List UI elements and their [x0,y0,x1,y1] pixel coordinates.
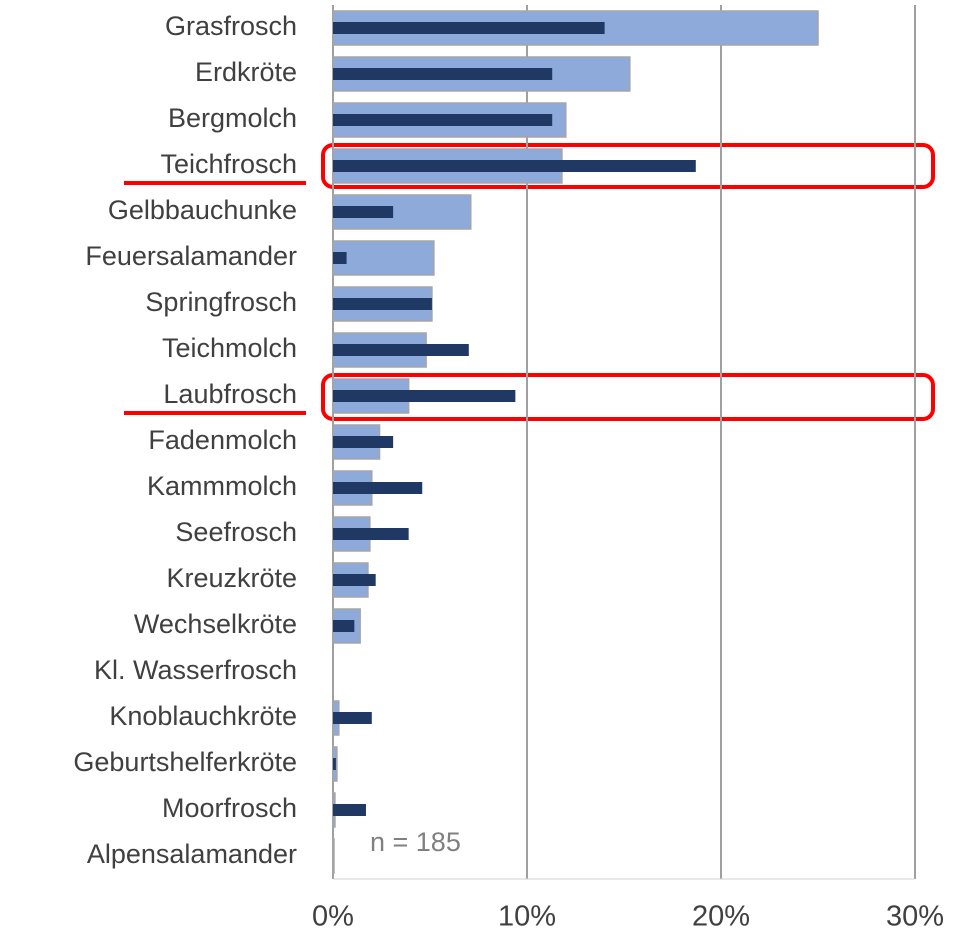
y-tick-label: Knoblauchkröte [109,701,297,731]
bar [332,838,335,874]
y-tick-label: Gelbbauchunke [108,195,297,225]
x-tick-label: 10% [498,901,556,933]
bar [333,390,516,402]
y-tick-label: Springfrosch [145,287,297,317]
y-tick-label: Feuersalamander [85,241,297,271]
y-tick-label: Kreuzkröte [166,563,297,593]
bar [333,160,696,172]
y-tick-label: Teichfrosch [160,149,297,179]
x-tick-label: 30% [886,901,944,933]
annotation: n = 185 [370,827,461,857]
bar [333,252,347,264]
x-tick-label: 20% [692,901,750,933]
bar [333,298,432,310]
highlight-box [321,143,935,189]
bar [333,804,366,816]
y-tick-label: Alpensalamander [87,839,297,869]
bar [333,68,553,80]
y-tick-label: Bergmolch [168,103,297,133]
y-tick-label: Kammmolch [147,471,297,501]
y-tick-label: Laubfrosch [163,379,297,409]
y-tick-label: Seefrosch [175,517,297,547]
highlight-box [321,373,935,421]
bar [333,22,605,34]
bar [333,436,394,448]
y-tick-label: Grasfrosch [165,11,297,41]
bar [333,574,376,586]
bar [333,712,372,724]
y-tick-label: Wechselkröte [134,609,297,639]
bar [333,114,553,126]
y-tick-label: Kl. Wasserfrosch [94,655,297,685]
bar [333,758,336,770]
bar [332,240,435,276]
bar [333,344,469,356]
y-tick-label: Moorfrosch [162,793,297,823]
bar [333,528,409,540]
y-tick-label: Erdkröte [195,57,297,87]
bar [333,206,394,218]
bar [333,620,355,632]
y-tick-label: Teichmolch [162,333,297,363]
y-tick-label: Geburtshelferkröte [73,747,297,777]
x-tick-label: 0% [312,901,354,933]
y-tick-label: Fadenmolch [148,425,297,455]
bar [333,482,423,494]
